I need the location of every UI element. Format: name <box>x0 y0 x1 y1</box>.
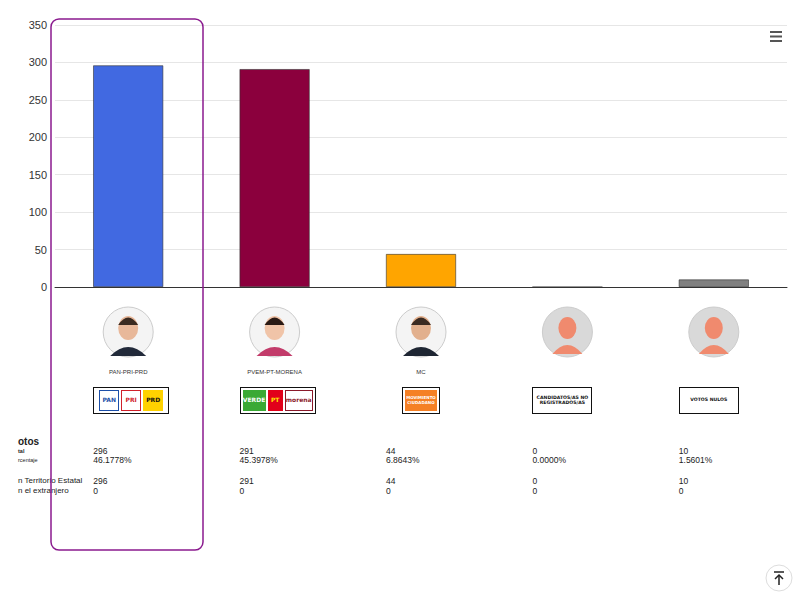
html-text:296: 296 <box>93 476 108 486</box>
html-text:291: 291 <box>239 476 254 486</box>
html-text:n el extranjero: n el extranjero <box>18 486 69 495</box>
html-text:0: 0 <box>532 476 538 486</box>
svg-text:100: 100 <box>29 206 47 218</box>
html-text:44: 44 <box>386 476 396 486</box>
html-text:tal: tal <box>18 448 25 454</box>
html-text:PAN: PAN <box>102 396 116 404</box>
html-text:VOTOS NULOS: VOTOS NULOS <box>690 397 728 403</box>
svg-text:250: 250 <box>29 94 47 106</box>
svg-text:PAN-PRI-PRD: PAN-PRI-PRD <box>109 369 148 375</box>
html-text:otos: otos <box>18 436 40 447</box>
html-text:45.3978%: 45.3978% <box>239 455 278 465</box>
html-text:morena: morena <box>285 396 312 404</box>
html-text:0: 0 <box>93 486 98 496</box>
html-text:44: 44 <box>386 446 396 456</box>
html-text:46.1778%: 46.1778% <box>93 455 132 465</box>
html-text:CANDIDATOS/AS NO REGISTRADOS/A: CANDIDATOS/AS NO REGISTRADOS/AS <box>536 394 589 405</box>
html-text:0: 0 <box>532 486 538 496</box>
svg-text:300: 300 <box>29 56 47 68</box>
html-text:1.5601%: 1.5601% <box>678 455 713 465</box>
html-text:0.0000%: 0.0000% <box>532 455 566 465</box>
html-text:0: 0 <box>678 486 684 496</box>
html-text:10: 10 <box>678 446 689 456</box>
svg-text:50: 50 <box>35 244 47 256</box>
html-text:0: 0 <box>239 486 245 496</box>
svg-text:200: 200 <box>29 131 47 143</box>
svg-text:350: 350 <box>29 19 47 31</box>
svg-text:MC: MC <box>416 369 426 375</box>
html-text:296: 296 <box>93 446 108 456</box>
html-text:MOVIMIENTO CIUDADANO: MOVIMIENTO CIUDADANO <box>406 395 436 405</box>
html-text:PT: PT <box>271 396 280 404</box>
svg-text:PVEM-PT-MORENA: PVEM-PT-MORENA <box>247 369 302 375</box>
html-text:291: 291 <box>239 446 254 456</box>
html-text:PRD: PRD <box>146 396 161 404</box>
svg-text:0: 0 <box>41 281 47 293</box>
html-text:VERDE: VERDE <box>242 396 266 404</box>
html-text:0: 0 <box>386 486 391 496</box>
html-text:n Territorio Estatal: n Territorio Estatal <box>18 476 83 485</box>
html-text:rcentaje: rcentaje <box>18 457 38 463</box>
html-text:0: 0 <box>532 446 538 456</box>
svg-text:150: 150 <box>29 169 47 181</box>
html-text:10: 10 <box>678 476 689 486</box>
html-text:PRI: PRI <box>125 396 137 404</box>
html-text:6.8643%: 6.8643% <box>386 455 420 465</box>
